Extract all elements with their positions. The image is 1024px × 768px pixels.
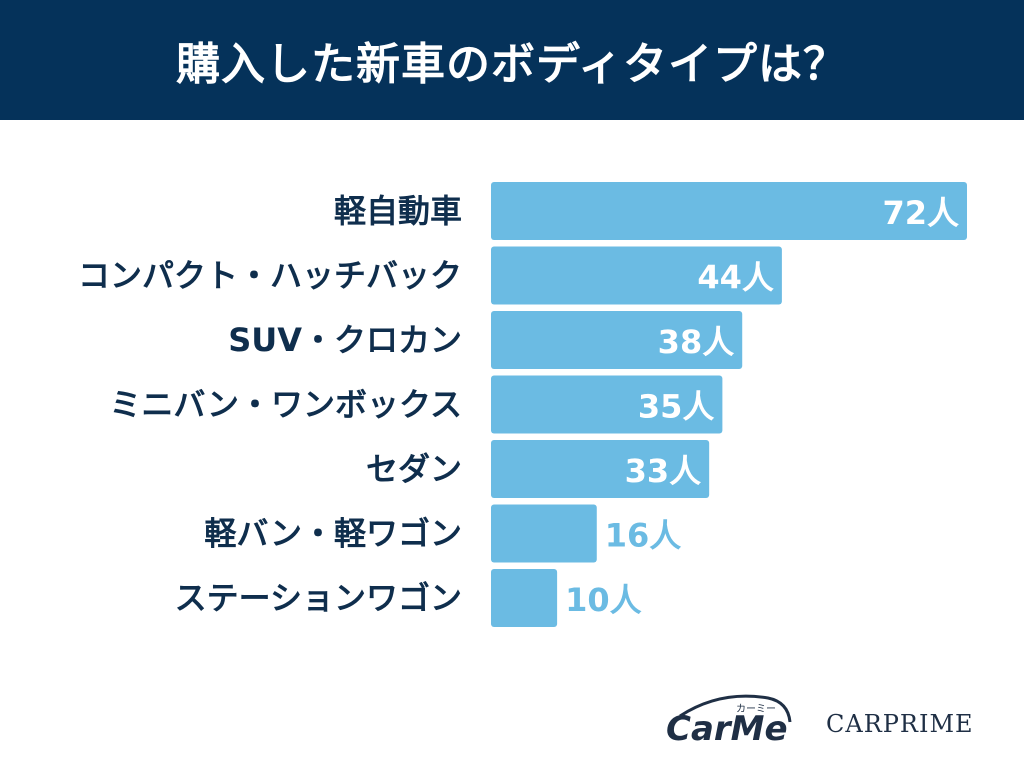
category-label: ミニバン・ワンボックス <box>109 386 462 424</box>
carme-wordmark: CarMe <box>666 709 788 748</box>
value-label: 16人 <box>605 517 682 555</box>
bar <box>491 182 967 240</box>
category-label: セダン <box>366 450 462 488</box>
bar <box>491 504 597 563</box>
value-label: 44人 <box>697 259 774 297</box>
title-banner: 購入した新車のボディタイプは？ <box>0 0 1024 120</box>
category-label: コンパクト・ハッチバック <box>78 257 462 295</box>
bar <box>491 311 743 369</box>
car-roof-swoosh-icon <box>679 694 792 723</box>
bar <box>491 246 782 305</box>
category-label: 軽バン・軽ワゴン <box>204 515 462 553</box>
value-label: 10人 <box>565 581 642 619</box>
carprime-logo: CARPRIME <box>826 710 974 738</box>
value-label: 35人 <box>638 388 715 426</box>
category-label: ステーションワゴン <box>175 579 462 617</box>
bar <box>491 375 723 434</box>
category-label: SUV・クロカン <box>228 321 462 359</box>
category-label: 軽自動車 <box>334 192 462 230</box>
bar <box>491 569 558 627</box>
carme-logo: カーミー CarMe <box>666 694 792 748</box>
value-label: 38人 <box>658 323 735 361</box>
logo-area: カーミー CarMe CARPRIME <box>660 688 1000 748</box>
bar <box>491 440 710 498</box>
value-label: 72人 <box>882 194 959 232</box>
value-label: 33人 <box>625 452 702 490</box>
chart-title: 購入した新車のボディタイプは？ <box>176 39 848 90</box>
carme-kana: カーミー <box>736 703 776 715</box>
